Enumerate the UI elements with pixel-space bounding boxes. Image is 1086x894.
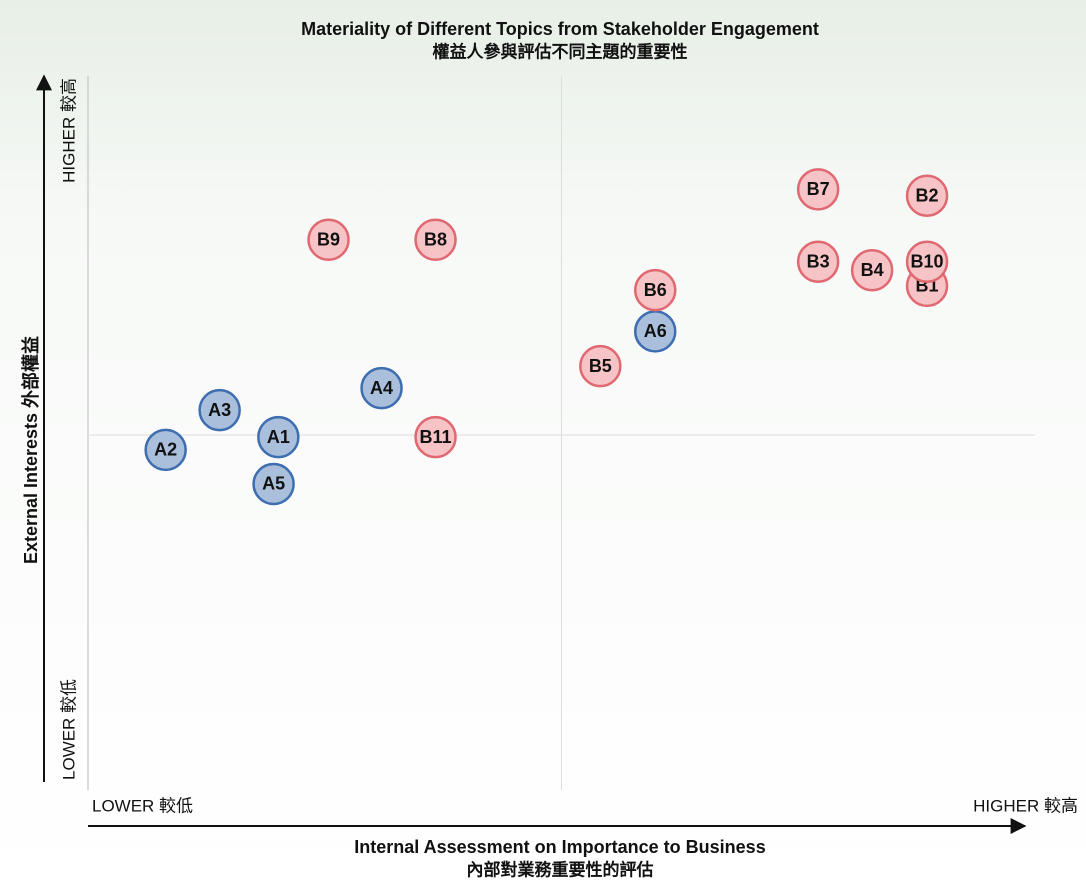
y-low-label: LOWER 較低 <box>59 679 78 780</box>
bubble-label: A1 <box>267 427 290 447</box>
bubble-label: A3 <box>208 400 231 420</box>
bubble-label: B11 <box>420 427 452 447</box>
bubble-label: B8 <box>424 230 447 250</box>
bubble <box>796 240 840 284</box>
y-high-label: HIGHER 較高 <box>59 78 78 183</box>
bubble-label: B6 <box>644 280 667 300</box>
bubble <box>360 366 403 410</box>
bubble <box>414 218 457 261</box>
chart-subtitle: 權益人參與評估不同主題的重要性 <box>433 41 688 61</box>
x-axis-title: Internal Assessment on Importance to Bus… <box>354 837 765 857</box>
bubble <box>796 168 840 211</box>
bubble-label: B2 <box>916 185 939 205</box>
bubble <box>905 174 949 217</box>
bubble <box>307 218 350 261</box>
bubble-label: B5 <box>589 356 612 376</box>
x-high-label: HIGHER 較高 <box>973 796 1078 815</box>
bubble-label: B9 <box>317 230 340 250</box>
x-axis-subtitle: 內部對業務重要性的評估 <box>467 859 654 879</box>
chart-title: Materiality of Different Topics from Sta… <box>301 19 819 39</box>
x-low-label: LOWER 較低 <box>92 796 193 815</box>
y-axis-title: External Interests 外部權益 <box>20 336 41 564</box>
bubble <box>579 344 622 388</box>
bubble-label: A2 <box>154 440 177 460</box>
bubble <box>850 249 894 292</box>
bubble-label: B4 <box>861 260 884 280</box>
bubble <box>414 415 457 459</box>
bubble-label: A5 <box>262 474 285 494</box>
bubble <box>198 388 241 432</box>
bubble <box>634 268 677 312</box>
bubble <box>257 415 300 459</box>
bubble <box>905 240 949 284</box>
bubble <box>252 462 295 506</box>
bubble-label: B3 <box>807 252 830 272</box>
bubble-label: A4 <box>370 378 393 398</box>
bubble-label: B7 <box>807 179 830 199</box>
bubble <box>144 428 187 472</box>
bubble-label: B10 <box>911 252 944 272</box>
bubble-label: A6 <box>644 321 667 341</box>
